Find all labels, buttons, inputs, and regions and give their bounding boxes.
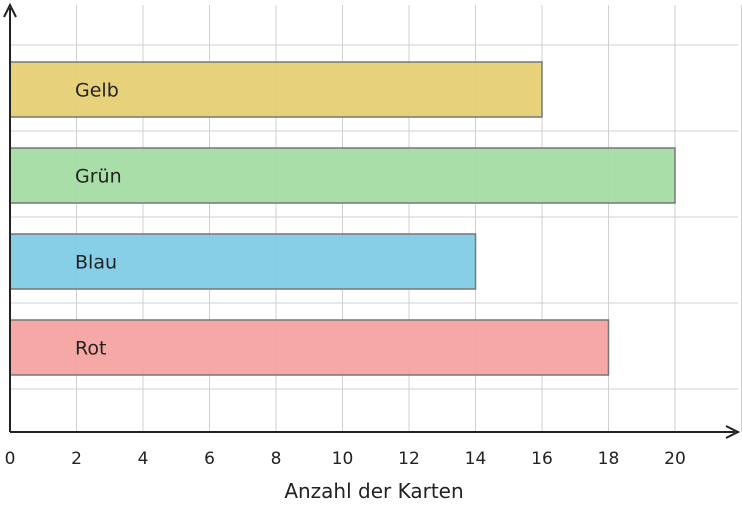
x-tick-label: 16	[531, 449, 553, 469]
bar-label: Blau	[75, 252, 117, 274]
x-tick-label: 18	[598, 449, 620, 469]
bar-label: Gelb	[75, 80, 119, 102]
y-axis-arrow	[3, 2, 17, 18]
x-tick-label: 0	[5, 449, 16, 469]
axes	[3, 2, 741, 439]
x-tick-label: 14	[465, 449, 487, 469]
bar-grün	[9, 147, 676, 204]
x-tick-labels: 0 2 4 6 8 10 12 14 16 18 20	[5, 449, 686, 469]
x-tick-label: 6	[204, 449, 215, 469]
bar-rot	[9, 319, 610, 376]
x-tick-label: 2	[71, 449, 82, 469]
bar-gelb	[9, 61, 543, 118]
x-tick-label: 10	[332, 449, 354, 469]
bar-label: Rot	[75, 338, 106, 360]
x-tick-label: 12	[398, 449, 420, 469]
bar-label: Grün	[75, 166, 122, 188]
x-tick-label: 20	[664, 449, 686, 469]
x-tick-label: 8	[271, 449, 282, 469]
bars: Gelb Grün Blau Rot	[9, 61, 676, 376]
x-axis-arrow	[725, 425, 741, 439]
bar-blau	[9, 233, 477, 290]
x-tick-label: 4	[138, 449, 149, 469]
x-axis-title: Anzahl der Karten	[284, 479, 463, 503]
